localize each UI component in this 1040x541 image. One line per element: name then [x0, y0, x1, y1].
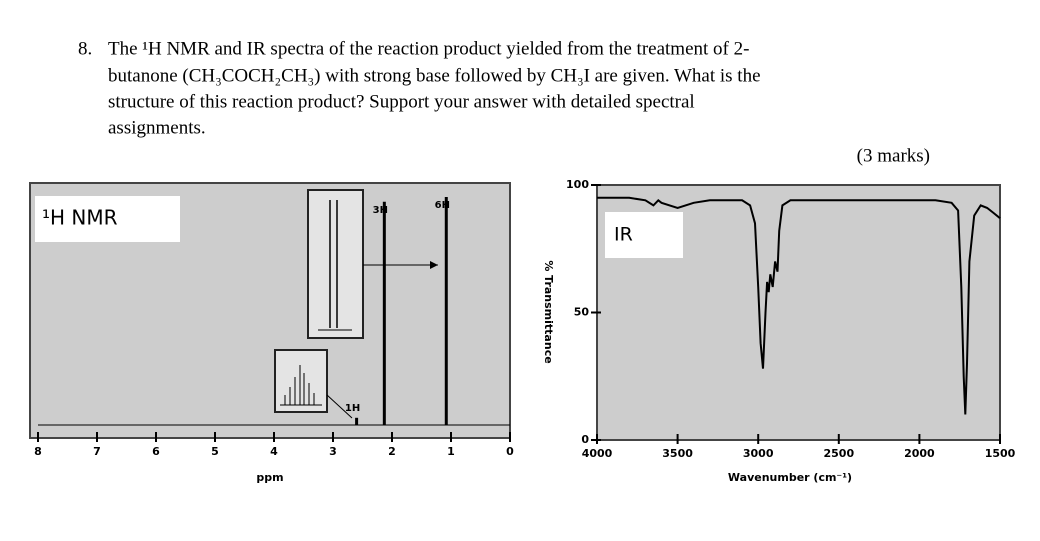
x-axis-label: Wavenumber (cm⁻¹) [728, 471, 852, 484]
x-axis-label: ppm [256, 471, 283, 484]
y-tick-label: 100 [566, 178, 589, 191]
y-tick-label: 0 [581, 433, 589, 446]
pointer [326, 394, 353, 419]
spectrum-line [597, 196, 1001, 415]
panel-label: ¹H NMR [42, 206, 118, 230]
question-number: 8. [78, 38, 92, 59]
x-tick-label: 2500 [823, 447, 854, 460]
nmr-label-box [35, 196, 180, 242]
x-tick-label: 3 [329, 445, 337, 458]
integration-label: 3H [373, 205, 388, 216]
x-tick-label: 3000 [743, 447, 774, 460]
marks: (3 marks) [857, 145, 930, 166]
inset-multiplet [280, 365, 322, 406]
x-tick-label: 3500 [662, 447, 693, 460]
question-line: structure of this reaction product? Supp… [108, 91, 695, 112]
question-line: butanone (CH₃COCH₂CH₃) with strong base … [108, 65, 761, 86]
y-tick-label: 50 [574, 306, 590, 319]
x-tick-label: 2 [388, 445, 396, 458]
integration-label: 6H [435, 200, 450, 211]
x-tick-label: 0 [506, 445, 514, 458]
inset [274, 349, 328, 413]
x-tick-label: 1 [447, 445, 455, 458]
question-line: assignments. [108, 117, 206, 138]
ir-label-box [605, 212, 683, 258]
x-tick-label: 7 [93, 445, 101, 458]
inset [307, 189, 364, 339]
x-tick-label: 5 [211, 445, 219, 458]
integration-label: 1H [345, 403, 360, 414]
arrow-head [430, 261, 438, 269]
x-tick-label: 4000 [582, 447, 613, 460]
x-tick-label: 4 [270, 445, 278, 458]
y-axis-label: % Transmittance [542, 260, 555, 363]
x-tick-label: 8 [34, 445, 42, 458]
x-tick-label: 1500 [985, 447, 1016, 460]
panel-label: IR [614, 224, 633, 246]
x-tick-label: 2000 [904, 447, 935, 460]
x-tick-label: 6 [152, 445, 160, 458]
question-line: The ¹H NMR and IR spectra of the reactio… [108, 38, 749, 59]
